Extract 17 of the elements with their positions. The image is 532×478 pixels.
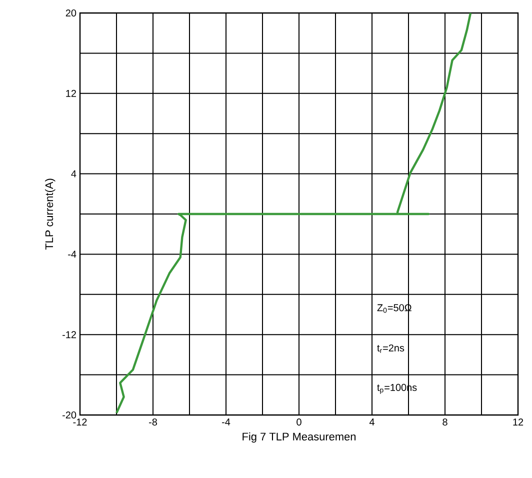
y-tick-label: -12 (62, 331, 76, 338)
annotation: t$_{r}$=2ns (377, 344, 404, 353)
y-tick-label: -20 (62, 411, 76, 419)
x-tick-label: 12 (513, 418, 524, 426)
y-tick-label: 20 (66, 9, 76, 17)
x-tick-label: 0 (296, 418, 302, 426)
line-series (115, 13, 472, 414)
x-tick-label: 4 (369, 418, 374, 426)
x-axis-title: Fig 7 TLP Measuremen (242, 432, 356, 443)
x-tick-label: -4 (222, 418, 230, 426)
y-tick-label: 4 (71, 170, 76, 178)
y-tick-label: 12 (66, 90, 76, 97)
y-axis-title: TLP current(A) (45, 178, 56, 250)
x-tick-label: 8 (442, 418, 448, 426)
x-tick-label: -12 (73, 418, 87, 426)
y-tick-label: -4 (68, 250, 76, 258)
x-tick-label: -8 (149, 418, 157, 426)
